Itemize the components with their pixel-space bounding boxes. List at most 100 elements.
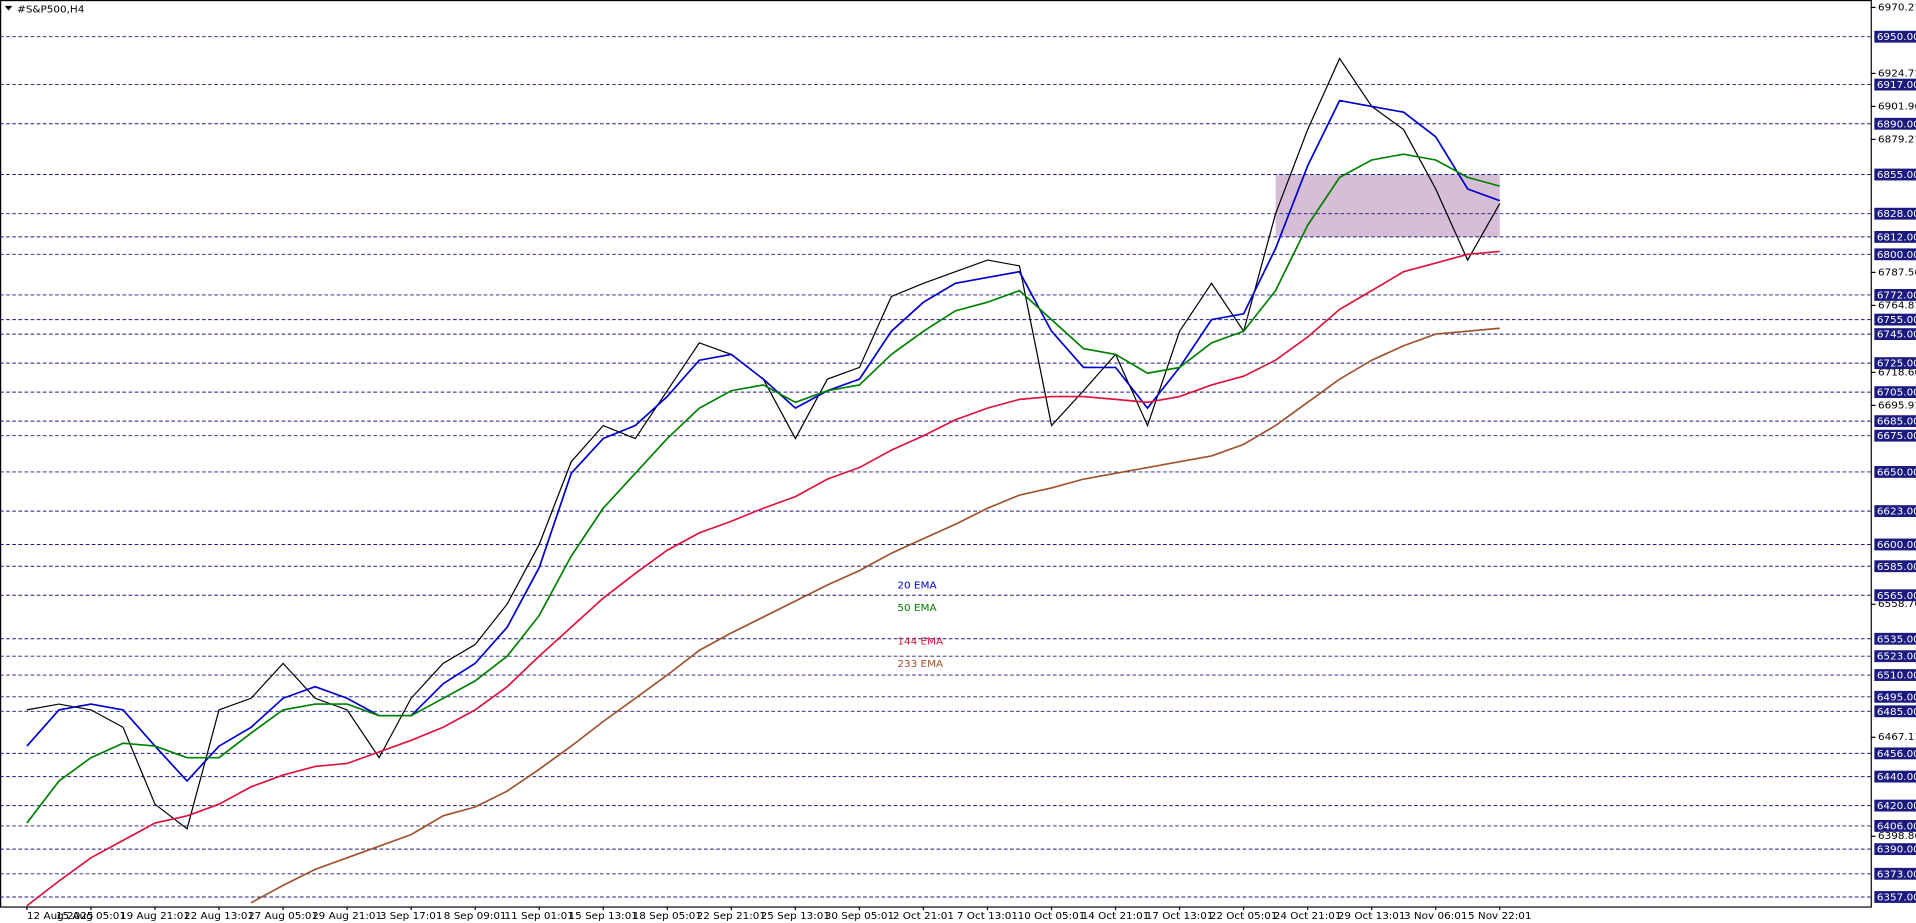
x-tick-label: 22 Aug 13:01	[184, 911, 254, 922]
level-label-bg	[1874, 589, 1916, 602]
level-label-bg	[1874, 386, 1916, 399]
y-tick-label: 6695.91	[1878, 400, 1916, 411]
ema-line	[26, 250, 1500, 907]
level-label: 6917.00	[1877, 80, 1916, 91]
level-label: 6755.00	[1877, 315, 1916, 326]
y-tick-label: 6718.66	[1878, 367, 1916, 378]
level-label: 6420.00	[1877, 801, 1916, 812]
axis-panel	[1871, 0, 1916, 923]
level-label: 6725.00	[1877, 359, 1916, 370]
x-tick-label: 11 Sep 01:01	[505, 911, 574, 922]
level-label: 6950.00	[1877, 32, 1916, 43]
y-tick-label: 6924.71	[1878, 68, 1916, 79]
level-label: 6800.00	[1877, 250, 1916, 261]
level-label-bg	[1874, 328, 1916, 341]
level-label: 6600.00	[1877, 540, 1916, 551]
level-label-bg	[1874, 819, 1916, 832]
y-tick-label: 6901.96	[1878, 101, 1916, 112]
ema-line	[26, 99, 1501, 783]
y-tick-label: 6764.81	[1878, 300, 1916, 311]
level-label-bg	[1874, 632, 1916, 645]
y-tick-label: 6970.21	[1878, 2, 1916, 13]
x-tick-label: 22 Sep 21:01	[697, 911, 766, 922]
legend-label: 20 EMA	[897, 581, 936, 592]
x-tick-label: 12 Aug 2025	[27, 911, 94, 922]
level-label-bg	[1874, 466, 1916, 478]
level-label: 6890.00	[1877, 119, 1916, 130]
x-tick-label: 22 Oct 05:01	[1210, 911, 1278, 922]
level-label: 6828.00	[1877, 209, 1916, 220]
x-tick-label: 15 Sep 13:01	[569, 911, 638, 922]
x-tick-label: 30 Sep 05:01	[825, 911, 894, 922]
legend-label: 144 EMA	[897, 636, 943, 647]
level-label-bg	[1874, 538, 1916, 551]
legend-label: 233 EMA	[897, 659, 943, 670]
chart-title: #S&P500,H4	[17, 5, 84, 16]
x-tick-label: 3 Nov 06:01	[1404, 911, 1467, 922]
legend-label: 50 EMA	[897, 603, 936, 614]
level-label-bg	[1874, 313, 1916, 326]
zone	[1275, 174, 1500, 237]
level-label-bg	[1874, 505, 1916, 518]
level-label: 6440.00	[1877, 772, 1916, 783]
x-tick-label: 7 Oct 13:01	[957, 911, 1018, 922]
y-tick-label: 6558.76	[1878, 599, 1916, 610]
level-label-bg	[1874, 248, 1916, 261]
level-label-bg	[1874, 799, 1916, 812]
level-label-bg	[1874, 650, 1916, 663]
x-tick-label: 2 Oct 21:01	[893, 911, 954, 922]
x-tick-label: 8 Sep 09:01	[444, 911, 507, 922]
level-label: 6406.00	[1877, 822, 1916, 833]
y-tick-label: 6398.86	[1878, 831, 1916, 842]
level-label: 6523.00	[1877, 652, 1916, 663]
level-label-bg	[1874, 891, 1916, 903]
y-tick-label: 6879.21	[1878, 134, 1916, 145]
level-label: 6485.00	[1877, 707, 1916, 718]
level-label-bg	[1874, 357, 1916, 370]
level-label-bg	[1874, 168, 1916, 181]
title-icon	[4, 5, 13, 11]
level-label-bg	[1874, 867, 1916, 880]
ema-line	[250, 327, 1500, 904]
level-label-bg	[1874, 207, 1916, 220]
level-label: 6685.00	[1877, 417, 1916, 428]
level-label-bg	[1874, 230, 1916, 243]
level-label-bg	[1874, 843, 1916, 856]
level-label: 6650.00	[1877, 468, 1916, 479]
x-tick-label: 24 Oct 21:01	[1274, 911, 1342, 922]
level-label: 6623.00	[1877, 507, 1916, 518]
level-label-bg	[1874, 429, 1916, 442]
level-label: 6705.00	[1877, 388, 1916, 399]
x-tick-label: 19 Aug 21:01	[120, 911, 190, 922]
level-label-bg	[1874, 747, 1916, 760]
level-label: 6745.00	[1877, 330, 1916, 341]
x-tick-label: 5 Nov 22:01	[1468, 911, 1531, 922]
x-tick-label: 10 Oct 05:01	[1018, 911, 1086, 922]
level-label-bg	[1874, 560, 1916, 573]
level-label-bg	[1874, 415, 1916, 428]
level-label: 6772.00	[1877, 291, 1916, 302]
level-label: 6357.00	[1877, 893, 1916, 904]
x-tick-label: 27 Aug 05:01	[248, 911, 318, 922]
level-label: 6510.00	[1877, 671, 1916, 682]
x-tick-label: 14 Oct 21:01	[1082, 911, 1150, 922]
ema-line	[26, 153, 1500, 824]
level-label: 6456.00	[1877, 749, 1916, 760]
x-tick-label: 17 Oct 13:01	[1146, 911, 1214, 922]
level-label: 6855.00	[1877, 170, 1916, 181]
level-label: 6585.00	[1877, 562, 1916, 573]
level-label-bg	[1874, 289, 1916, 301]
level-label-bg	[1874, 690, 1916, 703]
x-tick-label: 3 Sep 17:01	[380, 911, 443, 922]
level-label: 6565.00	[1877, 591, 1916, 602]
level-label: 6675.00	[1877, 431, 1916, 442]
level-label: 6535.00	[1877, 634, 1916, 645]
x-tick-label: 15 Aug 05:01	[56, 911, 126, 922]
y-tick-label: 6787.56	[1878, 267, 1916, 278]
level-label: 6812.00	[1877, 233, 1916, 244]
level-label-bg	[1874, 705, 1916, 718]
level-label-bg	[1874, 117, 1916, 130]
x-tick-label: 29 Aug 21:01	[312, 911, 382, 922]
level-label: 6373.00	[1877, 869, 1916, 880]
